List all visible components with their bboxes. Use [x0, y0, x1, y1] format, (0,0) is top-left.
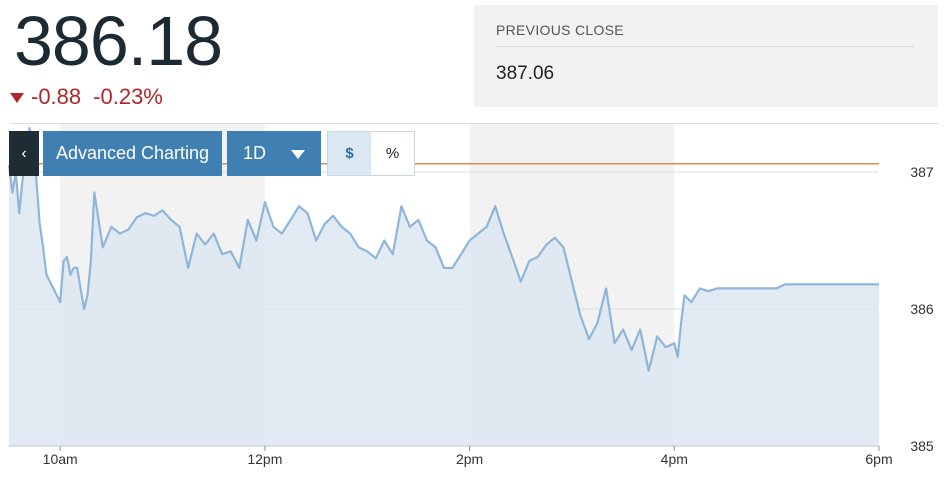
price-change-row: -0.88 -0.23%: [10, 84, 163, 110]
time-range-dropdown[interactable]: 1D: [227, 131, 321, 176]
previous-close-panel: PREVIOUS CLOSE 387.06: [474, 5, 938, 107]
chart-toolbar: ‹ Advanced Charting 1D $ %: [9, 131, 415, 176]
y-tick-label-386: 386: [910, 301, 934, 317]
x-tick-label-2pm: 2pm: [456, 451, 483, 467]
x-tick-label-6pm: 6pm: [865, 451, 892, 467]
previous-close-divider: [496, 46, 914, 47]
advanced-charting-button[interactable]: Advanced Charting: [43, 131, 222, 176]
price-line: [7, 127, 879, 372]
y-tick-label-387: 387: [910, 164, 934, 180]
previous-close-label: PREVIOUS CLOSE: [496, 22, 624, 38]
header-divider: [10, 123, 938, 124]
value-mode-toggle: $ %: [327, 131, 415, 176]
price-area: [9, 128, 879, 446]
y-tick-label-385: 385: [910, 438, 934, 454]
x-tick-label-10am: 10am: [43, 451, 78, 467]
last-price: 386.18: [14, 2, 223, 80]
chevron-left-icon: ‹: [21, 144, 27, 162]
price-change-percent: -0.23%: [93, 84, 163, 109]
dollar-mode-button[interactable]: $: [328, 132, 371, 175]
x-tick-label-12pm: 12pm: [247, 451, 282, 467]
price-change: -0.88: [31, 84, 82, 109]
time-range-label: 1D: [243, 143, 267, 163]
previous-close-value: 387.06: [496, 63, 555, 84]
down-triangle-icon: [10, 93, 24, 103]
x-tick-label-4pm: 4pm: [661, 451, 688, 467]
percent-mode-button[interactable]: %: [371, 132, 414, 175]
collapse-button[interactable]: ‹: [9, 131, 39, 176]
chevron-down-icon: [291, 150, 305, 159]
